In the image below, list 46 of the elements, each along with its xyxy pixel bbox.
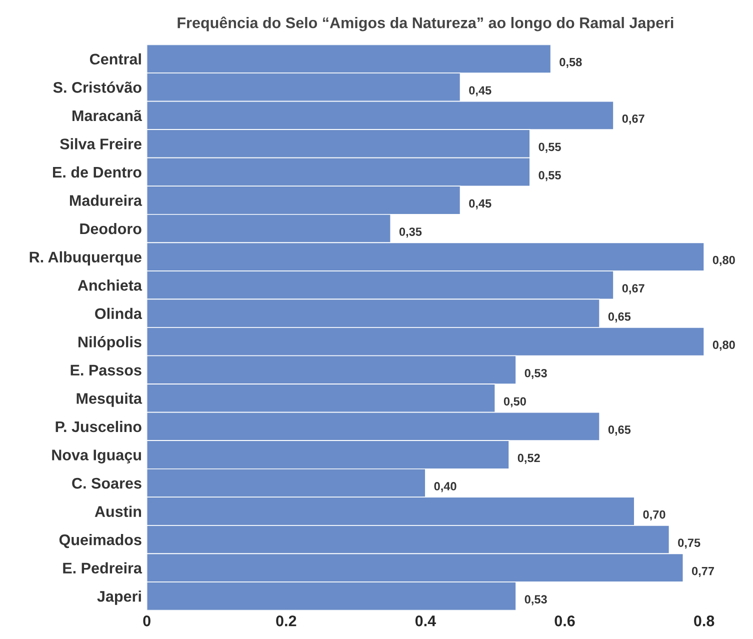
y-tick-label: Silva Freire (60, 138, 142, 150)
y-tick-label: Olinda (95, 308, 142, 320)
y-tick-label: E. Pedreira (63, 562, 142, 574)
data-label: 0,50 (504, 397, 526, 408)
y-tick-label: Deodoro (80, 222, 142, 234)
y-tick-label: Madureira (70, 194, 142, 206)
y-tick-label: Nilópolis (78, 336, 142, 350)
data-label: 0,58 (560, 58, 582, 68)
data-label: 0,65 (608, 312, 631, 322)
y-tick-label: Anchieta (78, 280, 142, 291)
data-label: 0,52 (518, 454, 540, 464)
y-tick-label: Mesquita (76, 392, 142, 407)
data-label: 0,35 (399, 228, 422, 238)
x-tick-label: 0 (143, 616, 150, 626)
data-label: 0,77 (692, 566, 714, 577)
y-tick-label: R. Albuquerque (30, 251, 142, 266)
y-tick-label: C. Soares (72, 478, 142, 489)
x-tick-label: 0.6 (554, 616, 575, 626)
data-label: 0,55 (538, 171, 561, 182)
y-tick-label: E. Passos (70, 364, 142, 376)
y-tick-label: Nova Iguaçu (52, 450, 141, 464)
y-tick-label: Maracanã (72, 110, 142, 122)
y-tick-label: S. Cristóvão (53, 81, 142, 93)
y-tick-label: E. de Dentro (53, 166, 142, 178)
y-tick-label: Austin (94, 506, 142, 517)
data-label: 0,67 (622, 284, 644, 294)
data-label: 0,80 (712, 256, 735, 266)
x-tick-label: 0.8 (694, 616, 714, 626)
data-label: 0,53 (524, 595, 547, 606)
data-label: 0,67 (622, 114, 644, 125)
x-tick-label: 0.4 (415, 616, 436, 626)
y-tick-label: Queimados (59, 534, 142, 548)
data-label: 0,75 (678, 538, 700, 549)
data-label: 0,80 (712, 340, 735, 351)
data-label: 0,65 (608, 426, 631, 436)
data-label: 0,55 (538, 142, 561, 153)
data-label: 0,40 (434, 482, 456, 492)
x-tick-label: 0.2 (276, 616, 296, 626)
chart-title: Frequência do Selo “Amigos da Natureza” ao longo do Ramal Japeri (178, 16, 674, 32)
data-label: 0,45 (469, 86, 492, 96)
y-tick-label: P. Juscelino (56, 420, 142, 432)
data-label: 0,53 (524, 368, 547, 380)
y-tick-label: Central (90, 53, 141, 65)
data-label: 0,70 (643, 510, 666, 520)
data-label: 0,45 (469, 199, 492, 210)
y-tick-label: Japeri (97, 590, 141, 605)
